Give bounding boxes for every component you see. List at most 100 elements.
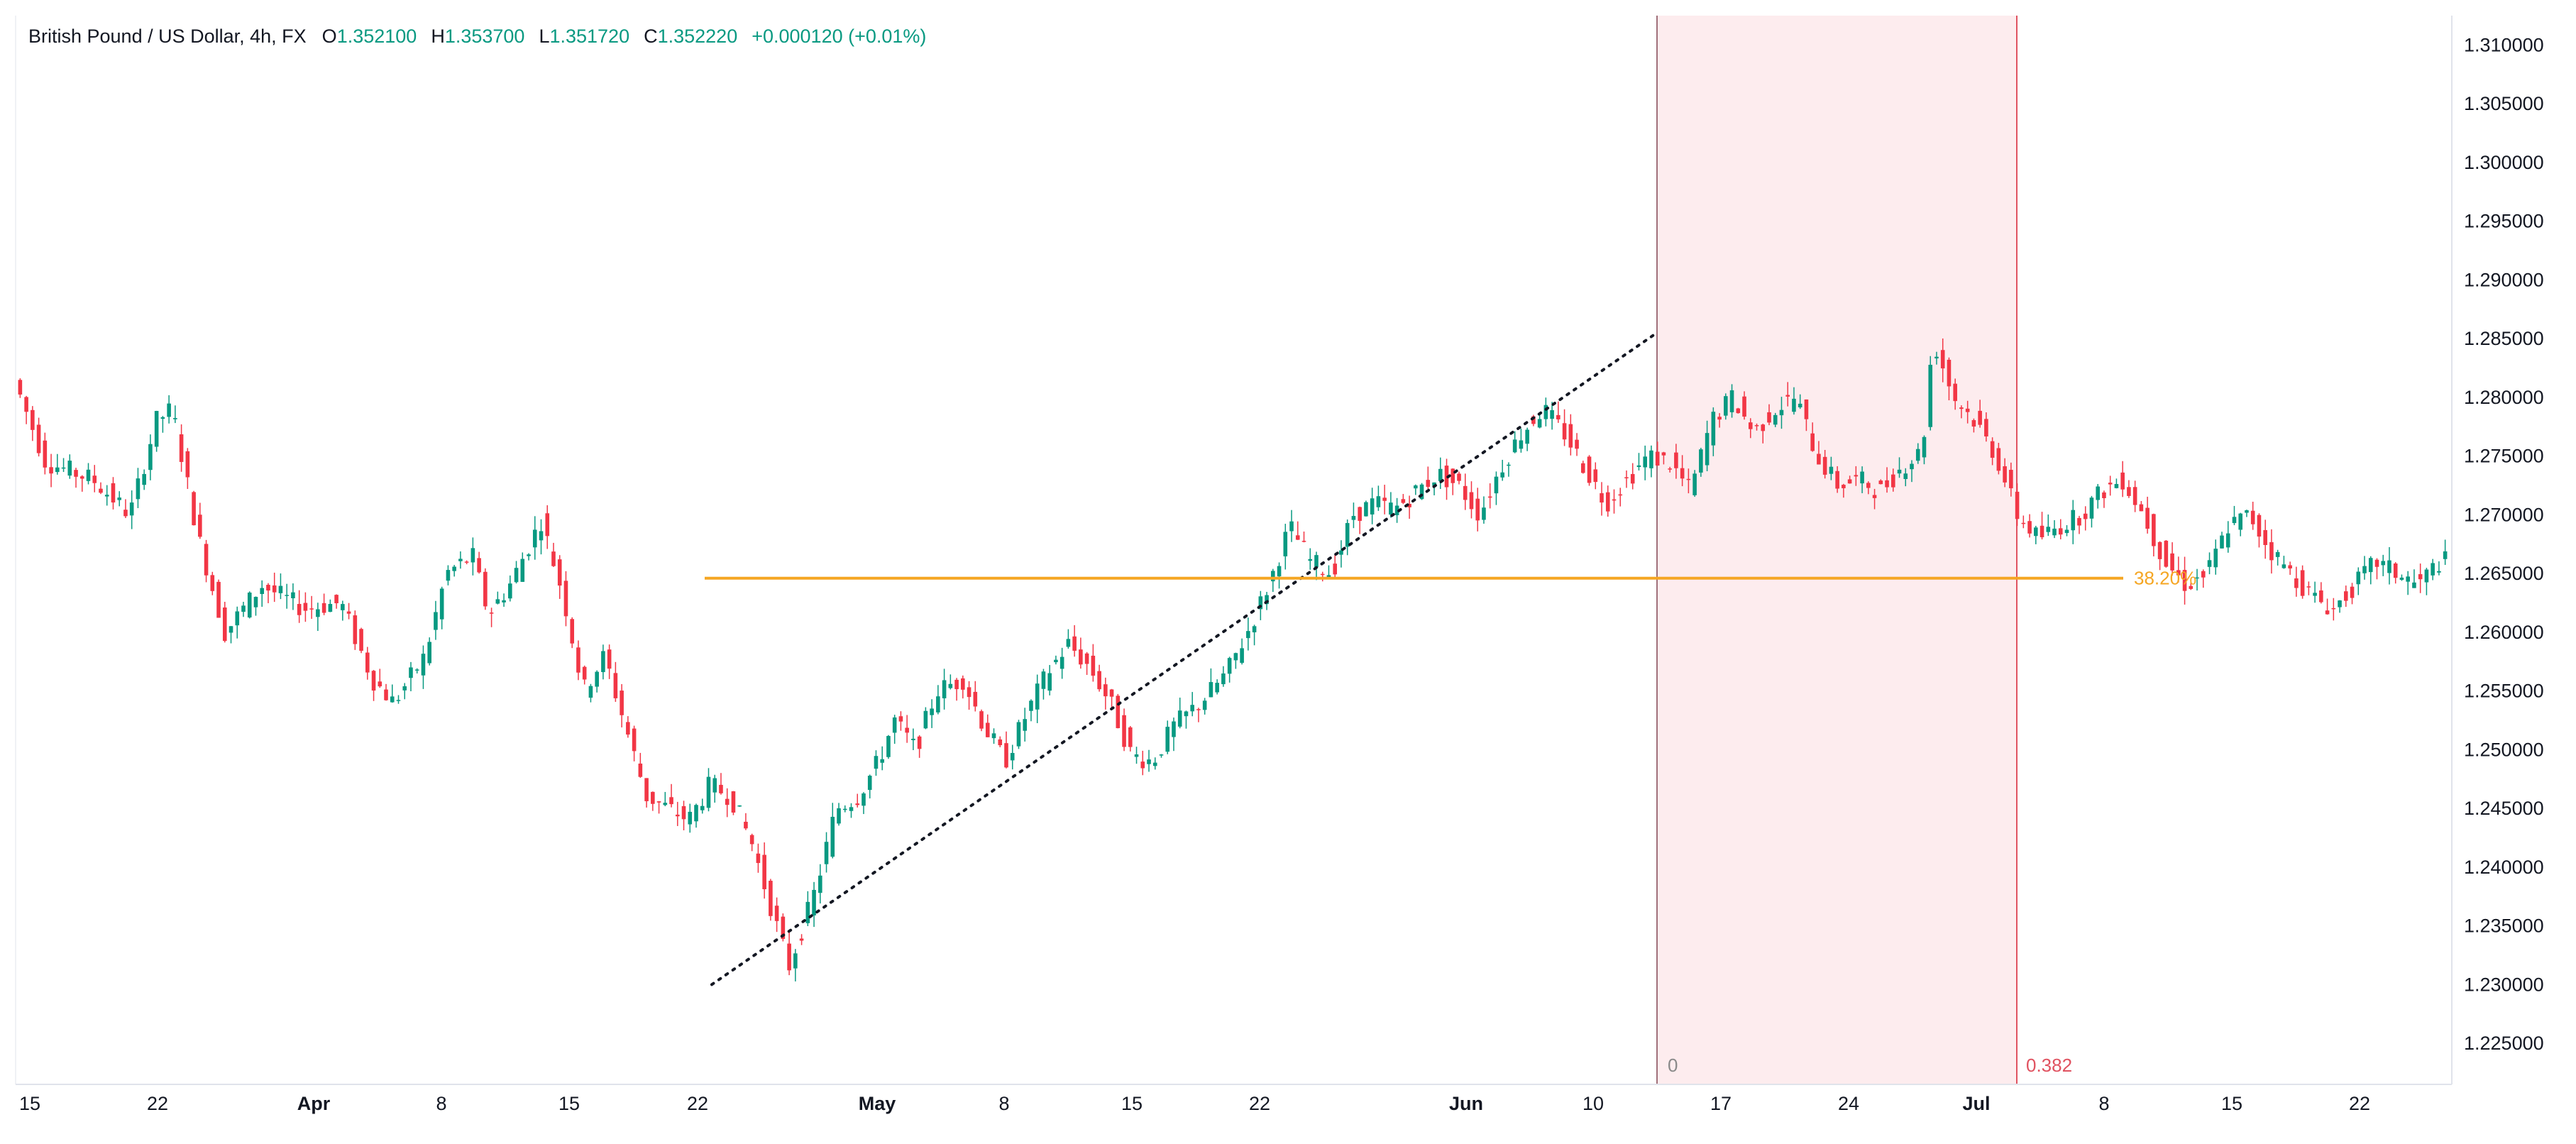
candle-body (1370, 498, 1375, 515)
candle-body (1500, 472, 1504, 478)
candle-body (1209, 682, 1213, 698)
candle-body (123, 510, 128, 517)
candle-body (998, 739, 1003, 746)
time-tick-label: 22 (147, 1093, 168, 1114)
candle-body (1897, 469, 1902, 474)
candle-body (2406, 576, 2410, 582)
candle-body (1971, 420, 1976, 427)
candle-body (1699, 449, 1703, 473)
candle-body (117, 497, 122, 500)
candle-body (2195, 577, 2199, 579)
candle-body (595, 671, 599, 687)
candle-body (756, 853, 761, 864)
candle-body (688, 811, 693, 825)
candle-body (1922, 436, 1927, 458)
candle-body (1109, 689, 1114, 697)
candle-body (1854, 475, 1859, 477)
candle-body (1283, 532, 1288, 556)
candle-body (1754, 425, 1759, 427)
close-value: 1.352220 (657, 26, 738, 47)
time-tick-label: 15 (2221, 1093, 2242, 1114)
candle-body (2207, 560, 2212, 567)
candle-body (2145, 507, 2150, 529)
candle-body (1724, 396, 1728, 416)
candle-body (2263, 529, 2267, 545)
candle-body (160, 417, 165, 419)
candle-body (2096, 486, 2101, 500)
time-tick-label: Apr (297, 1093, 331, 1114)
candle-body (694, 805, 698, 822)
candle-body (1550, 409, 1554, 419)
candle-body (898, 716, 903, 722)
candle-body (1792, 398, 1796, 412)
candle-body (1860, 471, 1864, 484)
candle-body (390, 696, 395, 703)
candle-body (2306, 586, 2311, 588)
candle-body (1785, 395, 1790, 397)
candle-body (1512, 439, 1517, 453)
candle-body (1525, 429, 1529, 444)
candle-body (1084, 653, 1089, 664)
candle-body (2083, 513, 2088, 519)
candle-body (1463, 485, 1468, 500)
candle-body (2132, 487, 2137, 505)
candle-body (1507, 464, 1511, 466)
candle-body (793, 953, 798, 969)
time-tick-label: 15 (558, 1093, 580, 1114)
candle-body (1996, 448, 2001, 471)
candle-body (2176, 570, 2181, 576)
time-tick-label: 15 (19, 1093, 40, 1114)
candle-body (1618, 494, 1623, 496)
candle-body (36, 424, 41, 453)
candle-body (495, 599, 500, 604)
candle-body (2071, 510, 2076, 531)
candle-body (92, 475, 97, 483)
candle-body (954, 679, 959, 690)
candle-body (2412, 582, 2416, 588)
candle-body (2368, 558, 2373, 573)
price-tick-label: 1.305000 (2464, 93, 2544, 114)
candle-body (235, 611, 240, 626)
candle-body (173, 418, 177, 419)
symbol-legend: British Pound / US Dollar, 4h, FX O 1.352… (28, 26, 926, 48)
candle-body (1320, 573, 1325, 576)
candle-body (799, 938, 804, 941)
candle-body (321, 603, 326, 613)
candle-body (842, 808, 847, 810)
candle-body (67, 461, 72, 476)
price-tick-label: 1.275000 (2464, 446, 2544, 467)
candle-body (1426, 480, 1431, 488)
candle-body (1810, 433, 1815, 451)
candle-body (2250, 510, 2255, 524)
time-tick-label: May (859, 1093, 896, 1114)
candle-body (1878, 480, 1883, 485)
candle-body (607, 649, 612, 669)
candle-body (1575, 439, 1579, 449)
candle-body (1729, 390, 1734, 412)
candle-body (334, 595, 338, 604)
candle-body (61, 467, 66, 469)
candle-body (1872, 495, 1877, 498)
candle-body (1587, 456, 1592, 483)
candle-body (439, 588, 444, 620)
candle-body (2245, 510, 2249, 513)
candle-body (2015, 491, 2020, 519)
candle-body (1692, 473, 1697, 495)
candle-body (886, 736, 891, 757)
candle-body (1047, 673, 1052, 691)
candle-body (365, 652, 370, 673)
candle-body (316, 609, 320, 617)
candle-body (967, 687, 971, 698)
candle-body (1351, 516, 1356, 520)
candle-body (849, 807, 854, 811)
candle-body (49, 467, 53, 474)
candle-body (1159, 754, 1164, 756)
candle-body (1457, 473, 1461, 481)
candle-body (1414, 485, 1418, 489)
candle-body (824, 842, 829, 864)
time-tick-label: 24 (1838, 1093, 1859, 1114)
candle-body (1655, 451, 1660, 466)
candle-body (923, 710, 928, 729)
